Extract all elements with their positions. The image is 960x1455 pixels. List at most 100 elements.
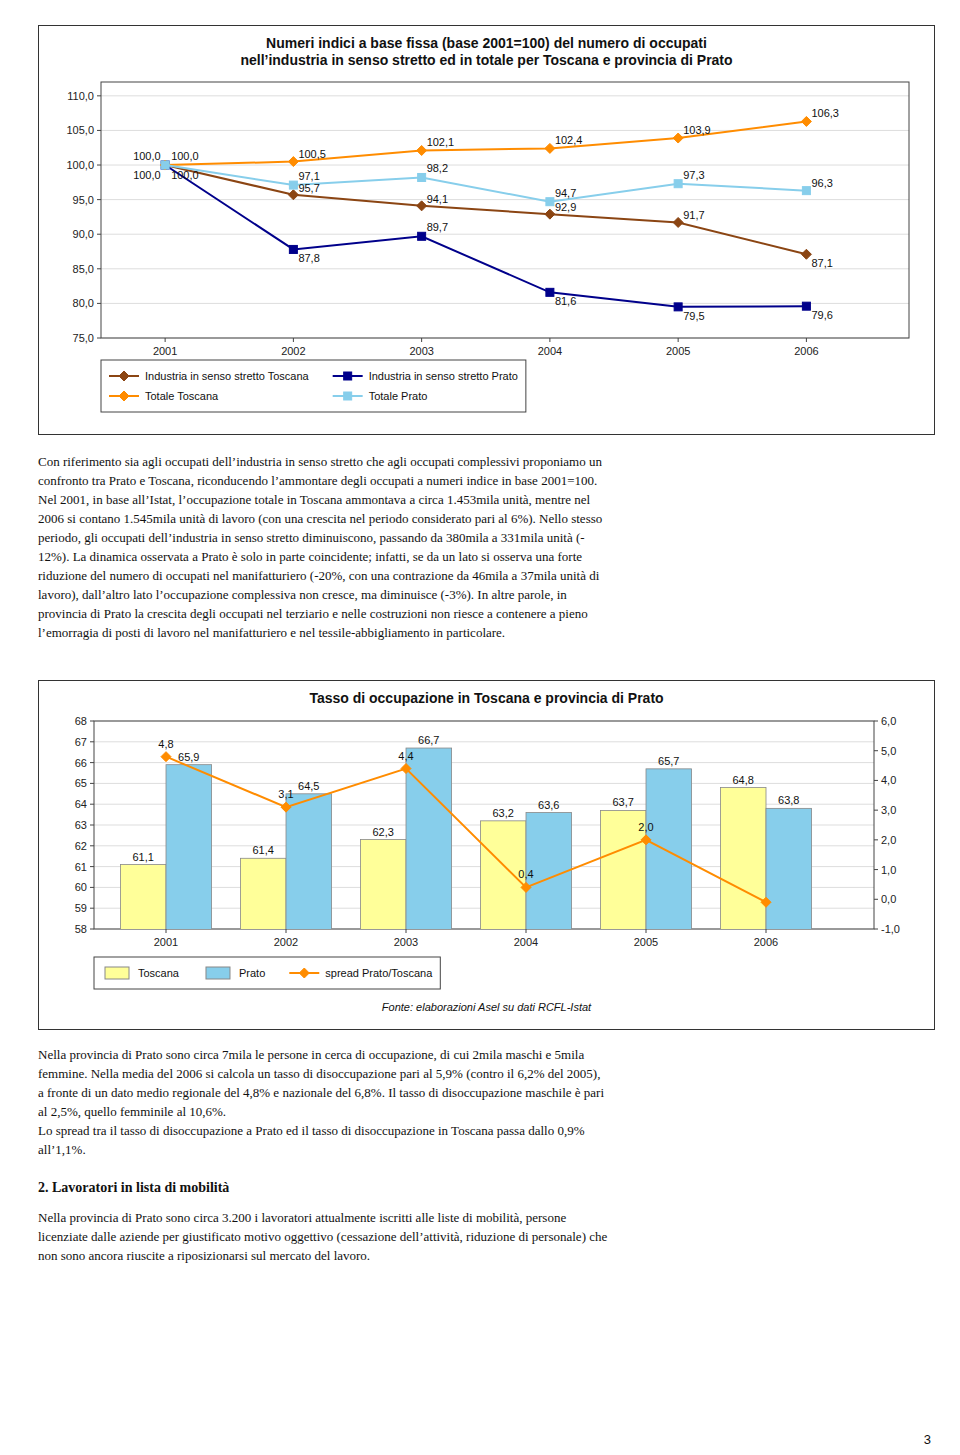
data-label: 63,6 — [538, 799, 559, 811]
marker — [546, 288, 554, 296]
y-tick-label: 80,0 — [73, 297, 94, 309]
plot-marks — [120, 748, 811, 929]
marker — [673, 133, 683, 143]
grid-line — [101, 95, 909, 96]
data-label: 63,2 — [492, 807, 513, 819]
y-tick-label: 64 — [75, 798, 87, 810]
y-tick — [97, 199, 101, 200]
x-tick-label: 2002 — [274, 936, 298, 948]
y-tick — [90, 908, 94, 909]
line — [165, 165, 806, 307]
data-label: 89,7 — [427, 221, 448, 233]
x-tick — [549, 338, 550, 342]
y-tick — [97, 268, 101, 269]
data-labels: 100,095,794,192,991,787,1100,087,889,781… — [133, 107, 839, 321]
legend-marker — [299, 968, 309, 978]
line — [165, 165, 806, 202]
data-label: 81,6 — [555, 295, 576, 307]
bar — [646, 769, 692, 929]
data-label: 62,3 — [372, 826, 393, 838]
y-tick-label: 59 — [75, 902, 87, 914]
x-tick — [166, 929, 167, 933]
data-label: 63,8 — [778, 794, 799, 806]
marker — [546, 198, 554, 206]
data-label: 100,0 — [171, 169, 199, 181]
bar — [720, 788, 766, 929]
legend: ToscanaPratospread Prato/Toscana — [94, 957, 440, 989]
plot-marks — [160, 116, 811, 310]
marker — [674, 303, 682, 311]
marker — [801, 116, 811, 126]
data-label: 79,5 — [683, 310, 704, 322]
y-tick — [90, 741, 94, 742]
bar — [120, 865, 166, 929]
x-tick — [286, 929, 287, 933]
y2-tick — [874, 839, 878, 840]
data-label: 87,8 — [298, 252, 319, 264]
data-label: 98,2 — [427, 162, 448, 174]
data-label: 97,3 — [683, 169, 704, 181]
y-tick — [97, 234, 101, 235]
marker — [289, 245, 297, 253]
data-label: 91,7 — [683, 209, 704, 221]
chart: Numeri indici a base fissa (base 2001=10… — [39, 26, 934, 434]
data-labels: 61,161,462,363,263,764,865,964,566,763,6… — [132, 734, 799, 880]
x-tick — [421, 338, 422, 342]
y-tick-label: 60 — [75, 881, 87, 893]
data-label: 100,0 — [133, 150, 161, 162]
data-label: 65,9 — [178, 751, 199, 763]
y2-tick — [874, 721, 878, 722]
x-tick — [678, 338, 679, 342]
y2-tick-label: 2,0 — [881, 834, 896, 846]
x-axis: 200120022003200420052006 — [153, 338, 819, 357]
y-tick — [90, 866, 94, 867]
y2-tick-label: 4,0 — [881, 774, 896, 786]
data-label: 94,1 — [427, 193, 448, 205]
y-tick-label: 105,0 — [66, 124, 94, 136]
x-tick-label: 2003 — [409, 345, 433, 357]
y2-tick — [874, 869, 878, 870]
x-tick — [293, 338, 294, 342]
y2-tick — [874, 929, 878, 930]
data-label: 64,8 — [732, 774, 753, 786]
x-axis: 200120022003200420052006 — [154, 929, 778, 948]
y2-tick — [874, 810, 878, 811]
x-tick — [646, 929, 647, 933]
marker — [288, 190, 298, 200]
plot-frame — [101, 82, 909, 338]
data-label: 96,3 — [811, 177, 832, 189]
paragraph: Nella provincia di Prato sono circa 3.20… — [38, 1208, 931, 1265]
y-tick — [90, 783, 94, 784]
grid-line — [101, 303, 909, 304]
chart-title-line: Numeri indici a base fissa (base 2001=10… — [266, 35, 707, 51]
y2-tick-label: 3,0 — [881, 804, 896, 816]
marker — [289, 181, 297, 189]
legend-marker — [119, 371, 129, 381]
data-label: 94,7 — [555, 187, 576, 199]
y-tick — [90, 825, 94, 826]
data-label: 102,4 — [555, 134, 583, 146]
y2-tick — [874, 750, 878, 751]
y2-tick-label: 1,0 — [881, 864, 896, 876]
y-tick-label: 90,0 — [73, 228, 94, 240]
marker — [417, 145, 427, 155]
paragraph: Con riferimento sia agli occupati dell’i… — [38, 452, 931, 642]
y-tick — [97, 130, 101, 131]
data-label: 2,0 — [638, 821, 653, 833]
x-tick — [766, 929, 767, 933]
marker — [401, 764, 411, 774]
y-tick-label: 63 — [75, 819, 87, 831]
marker — [160, 160, 170, 170]
marker — [761, 897, 771, 907]
legend-label: Industria in senso stretto Toscana — [145, 370, 310, 382]
data-label: 106,3 — [811, 107, 839, 119]
chart-box: Numeri indici a base fissa (base 2001=10… — [38, 25, 935, 435]
data-label: 66,7 — [418, 734, 439, 746]
legend-marker — [344, 372, 352, 380]
y-axis: 5859606162636465666768 — [75, 715, 94, 935]
data-label: 100,0 — [171, 150, 199, 162]
marker — [161, 161, 169, 169]
y-tick-label: 100,0 — [66, 159, 94, 171]
marker — [288, 157, 298, 167]
marker — [674, 180, 682, 188]
